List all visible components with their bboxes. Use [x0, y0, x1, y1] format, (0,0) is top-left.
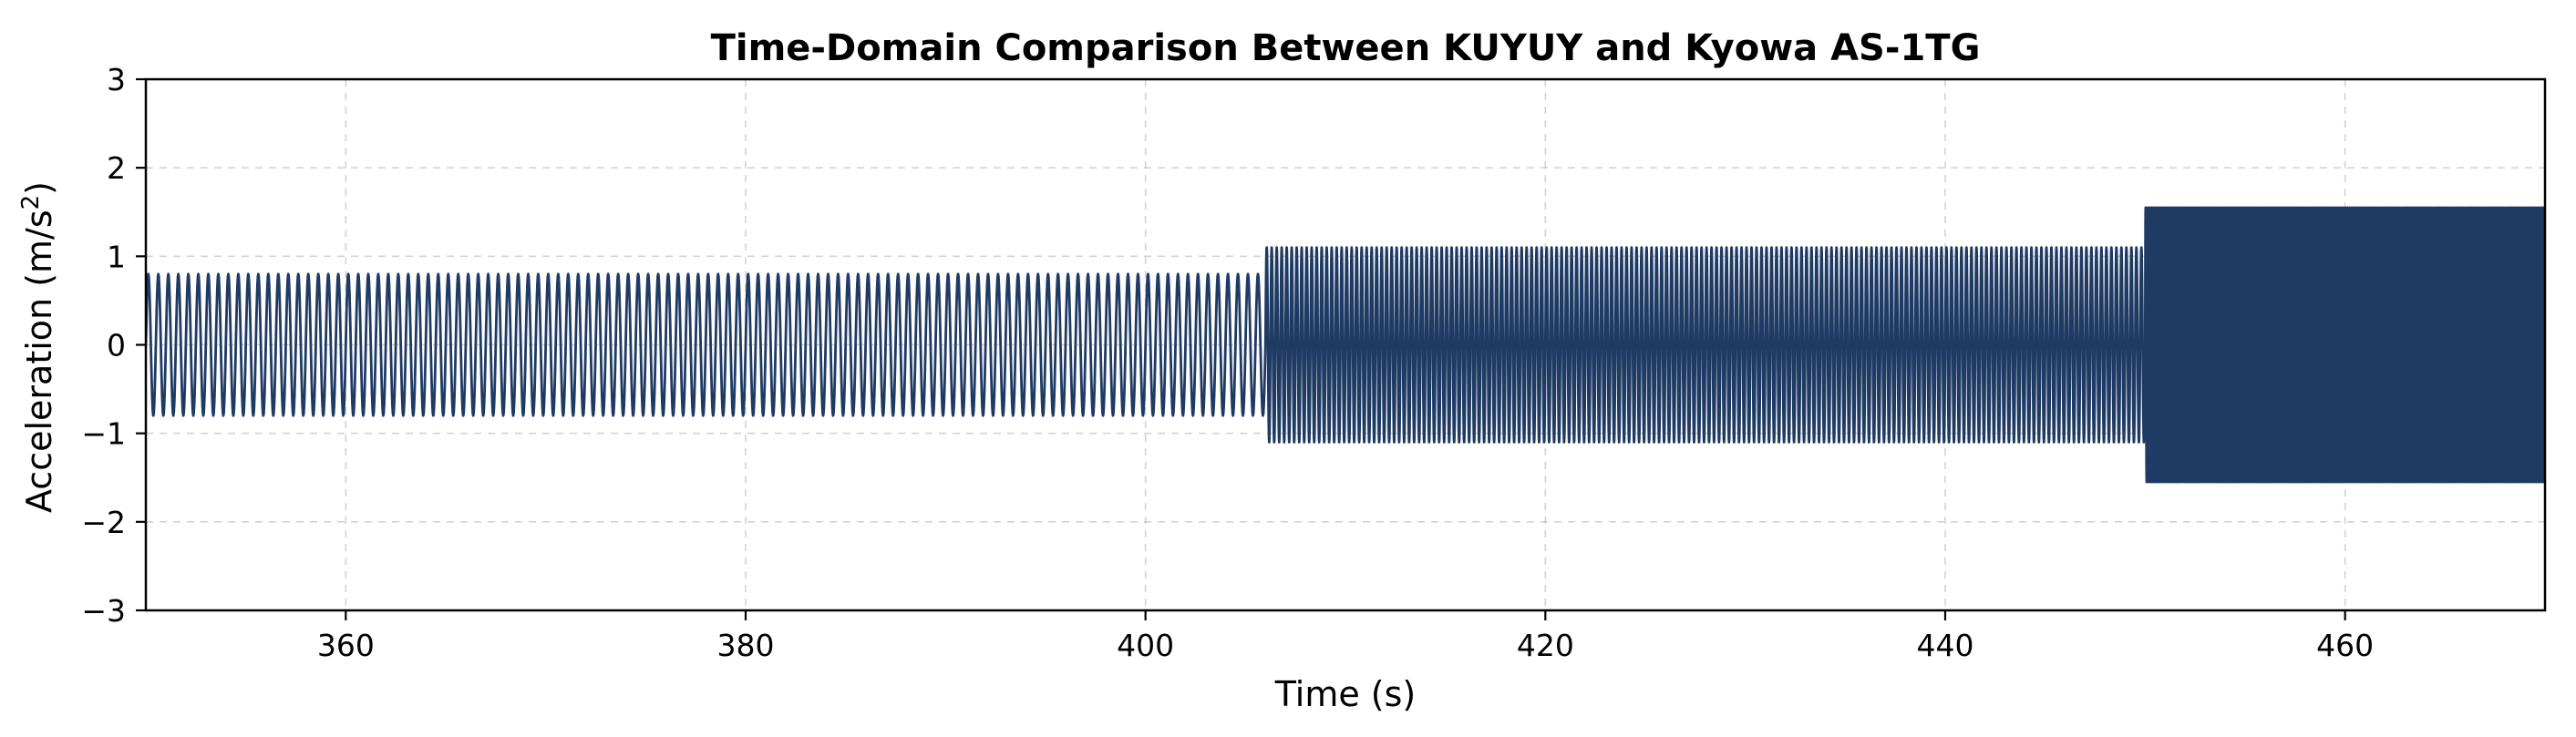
y-tick-label: −3 — [81, 593, 126, 629]
y-tick-label: −2 — [81, 505, 126, 540]
plot-area — [146, 206, 2545, 484]
y-axis-label: Acceleration (m/s2) — [17, 181, 59, 513]
y-axis-label-superscript: 2 — [17, 195, 45, 210]
x-tick-label: 380 — [717, 628, 775, 663]
x-tick-label: 360 — [317, 628, 375, 663]
y-tick-label: 0 — [107, 328, 126, 363]
x-tick-label: 460 — [2316, 628, 2374, 663]
y-tick-label: −1 — [81, 416, 126, 452]
signal-series — [146, 206, 2545, 484]
signal-segment — [2143, 206, 2545, 484]
y-tick-label: 2 — [107, 150, 126, 186]
x-axis-label: Time (s) — [1274, 674, 1417, 714]
axis-ticks: 360 380 400 420 440 460 −3 −2 −1 0 1 2 3 — [81, 62, 2374, 663]
x-tick-label: 440 — [1917, 628, 1974, 663]
signal-segment — [1263, 246, 2147, 444]
y-tick-label: 1 — [107, 239, 126, 274]
x-tick-label: 400 — [1117, 628, 1174, 663]
signal-segment — [146, 272, 1267, 417]
y-tick-label: 3 — [107, 62, 126, 97]
y-axis-label-end: ) — [19, 181, 59, 195]
y-axis-label-main: Acceleration (m/s — [19, 210, 59, 513]
x-tick-label: 420 — [1517, 628, 1574, 663]
chart-title: Time-Domain Comparison Between KUYUY and… — [711, 27, 1981, 69]
